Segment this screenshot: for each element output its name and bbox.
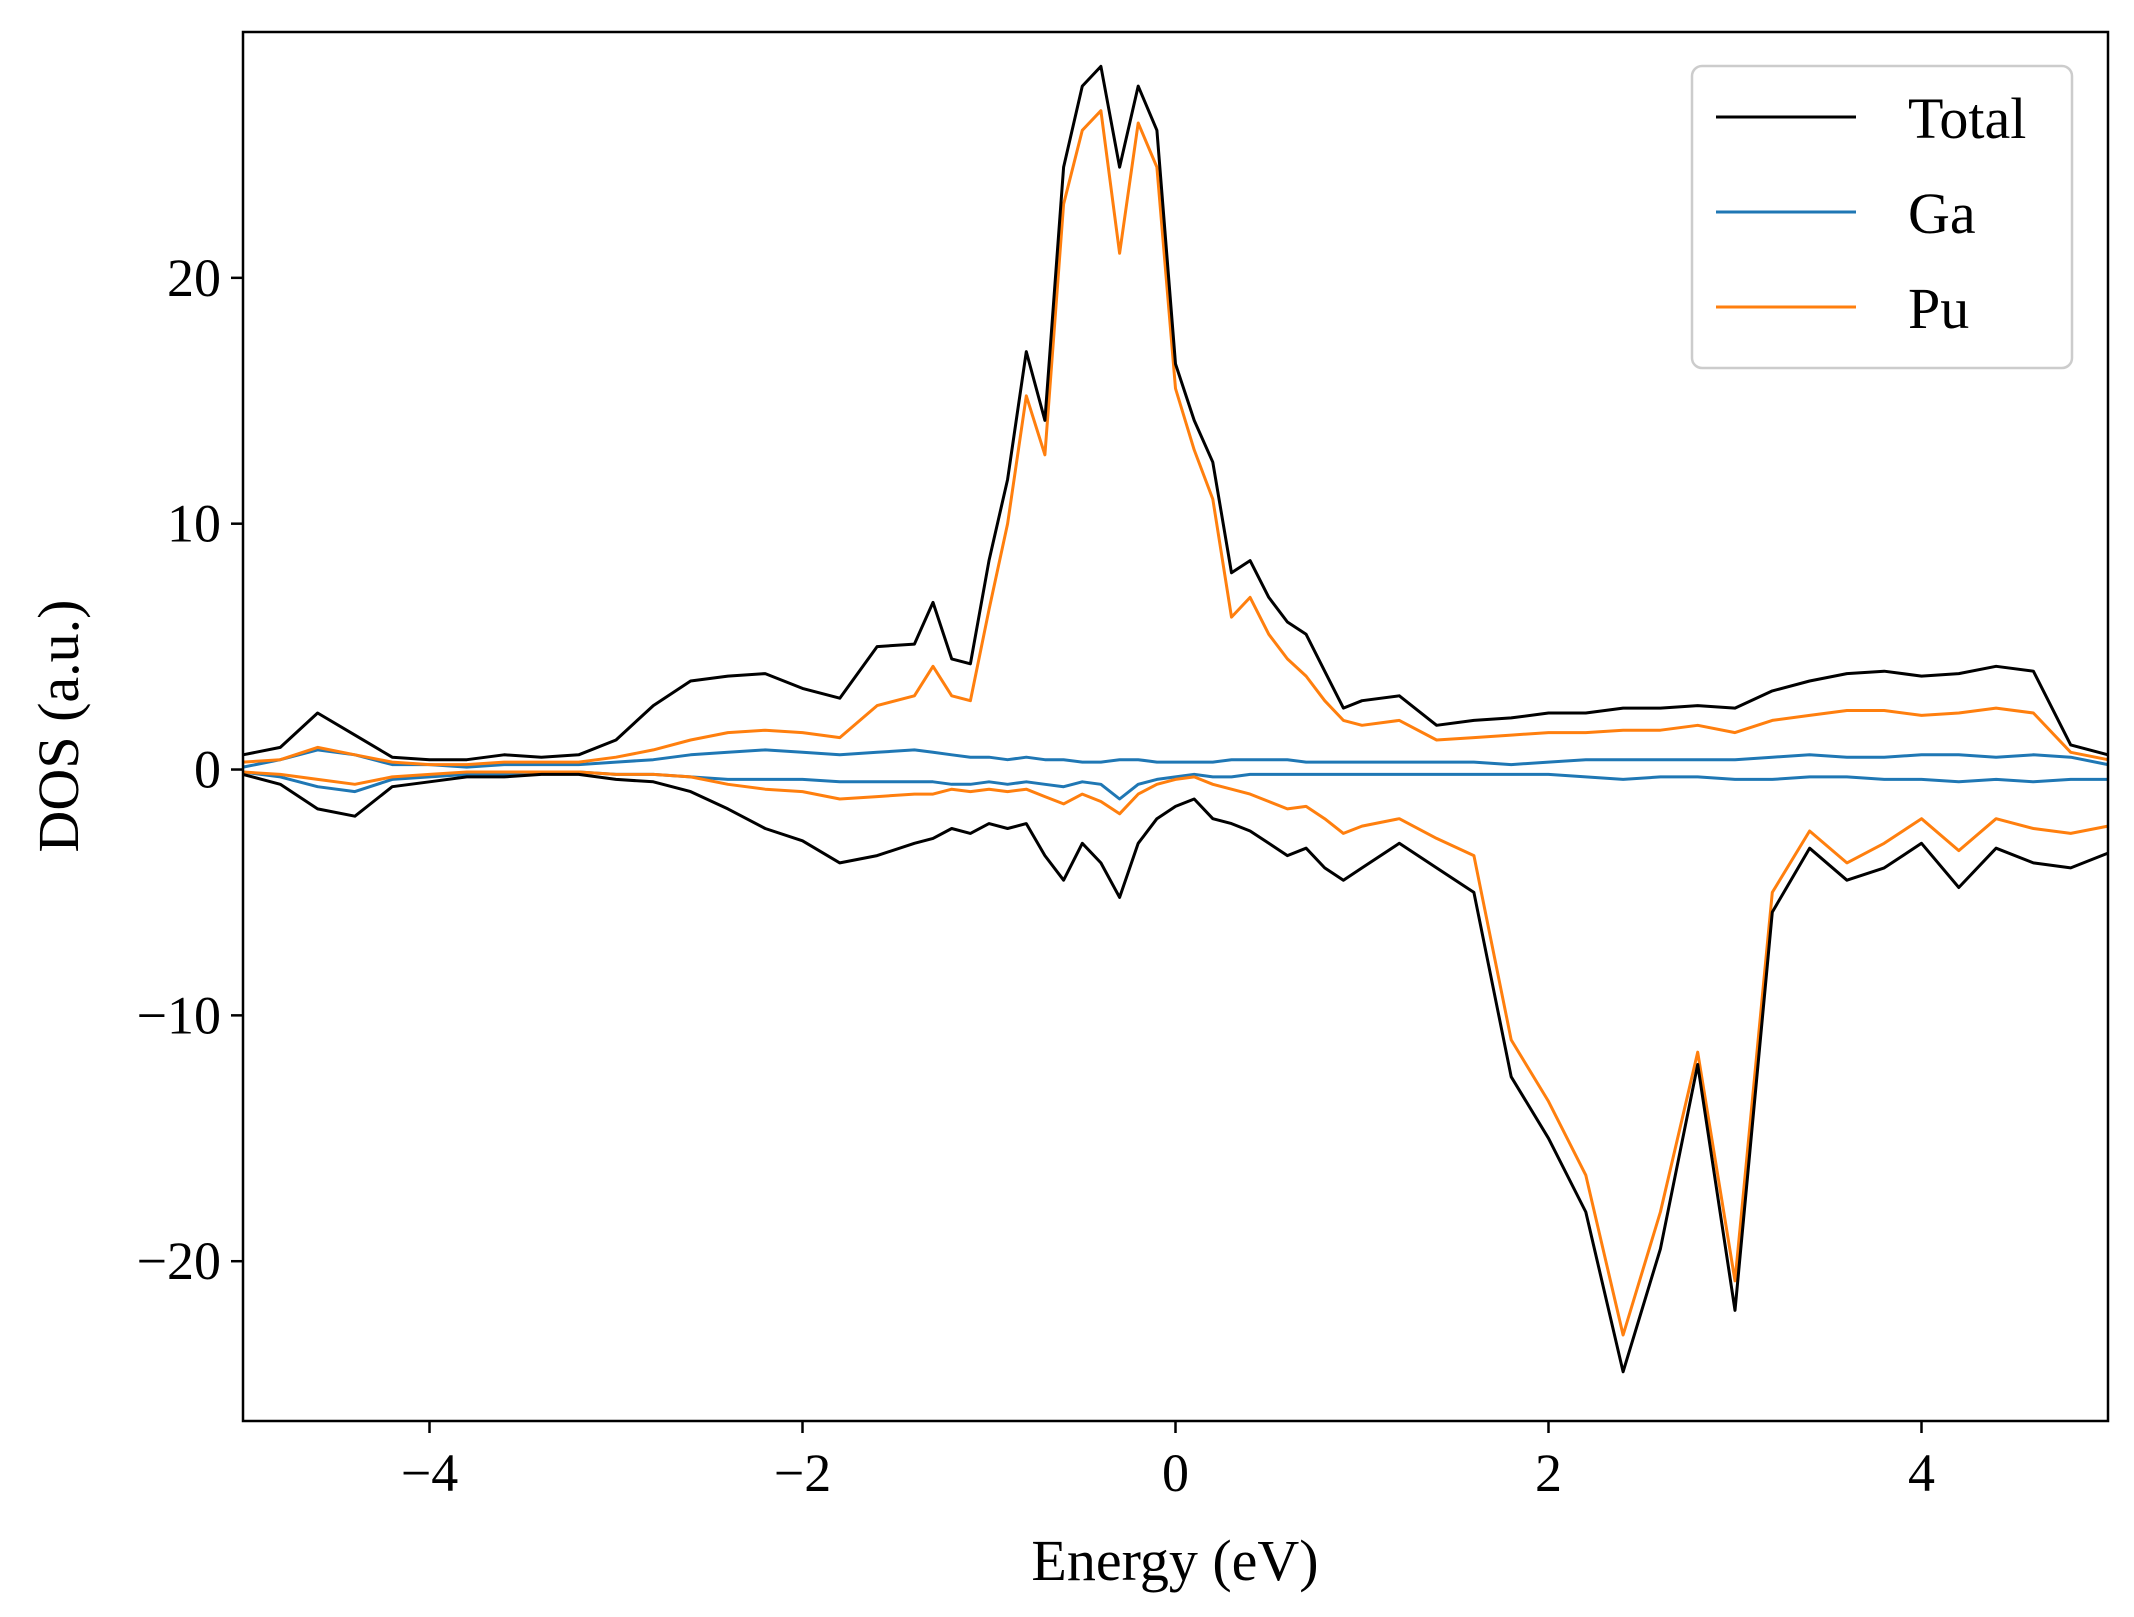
- x-tick-label: 4: [1908, 1443, 1935, 1503]
- y-tick-label: −20: [137, 1231, 221, 1291]
- x-axis-title: Energy (eV): [1031, 1528, 1318, 1593]
- legend-label-pu: Pu: [1908, 276, 1969, 341]
- y-tick-label: −10: [137, 985, 221, 1045]
- x-tick-label: −4: [401, 1443, 458, 1503]
- y-axis-title: DOS (a.u.): [26, 600, 91, 853]
- series-line-pu-up: [242, 109, 2109, 767]
- y-tick-label: 0: [194, 740, 221, 800]
- series-line-total-down: [242, 772, 2109, 1374]
- series-line-ga-up: [242, 748, 2109, 769]
- plot-frame: [241, 30, 2110, 1423]
- x-tick-label: 2: [1535, 1443, 1562, 1503]
- y-tick-label: 20: [167, 248, 221, 308]
- legend: Total Ga Pu: [1690, 64, 2074, 370]
- series-line-pu-down: [242, 770, 2109, 1337]
- y-tick-label: 10: [167, 494, 221, 554]
- series-layer: [242, 64, 2109, 1374]
- legend-label-total: Total: [1908, 86, 2026, 151]
- series-line-total-up: [242, 64, 2109, 762]
- legend-label-ga: Ga: [1908, 181, 1976, 246]
- x-tick-label: 0: [1162, 1443, 1189, 1503]
- legend-box: [1690, 64, 2074, 370]
- x-tick-label: −2: [774, 1443, 831, 1503]
